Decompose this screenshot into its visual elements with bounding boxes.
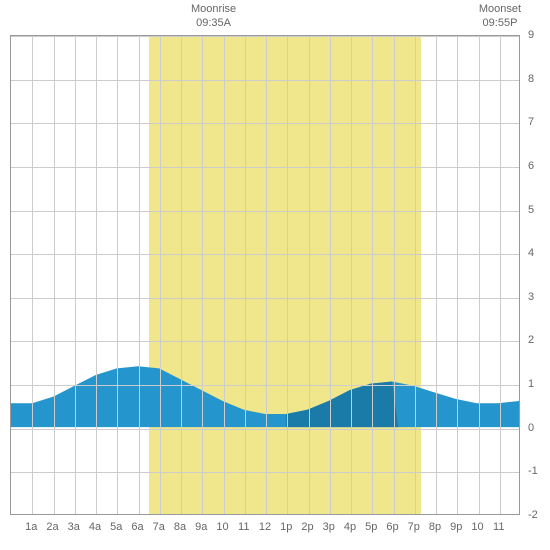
x-tick-label: 9a (195, 521, 207, 533)
grid-line-h (11, 80, 519, 81)
y-tick-label: 1 (528, 378, 534, 390)
moonrise-time: 09:35A (191, 16, 236, 30)
grid-line-h (11, 211, 519, 212)
grid-line-v (139, 36, 140, 514)
tide-area (11, 36, 519, 514)
x-tick-label: 1p (280, 521, 292, 533)
x-tick-label: 10 (471, 521, 483, 533)
y-tick-label: 0 (528, 422, 534, 434)
grid-line-v (415, 36, 416, 514)
x-tick-label: 7a (153, 521, 165, 533)
grid-line-v (181, 36, 182, 514)
grid-line-h (11, 385, 519, 386)
x-tick-label: 11 (493, 521, 504, 533)
x-tick-label: 2p (301, 521, 313, 533)
x-tick-label: 8p (429, 521, 441, 533)
grid-line-v (54, 36, 55, 514)
grid-line-v (117, 36, 118, 514)
grid-line-h (11, 123, 519, 124)
x-tick-label: 1a (25, 521, 37, 533)
grid-line-v (500, 36, 501, 514)
tide-fill (11, 366, 519, 427)
grid-line-h (11, 472, 519, 473)
y-tick-label: 2 (528, 334, 534, 346)
grid-line-h (11, 167, 519, 168)
tide-fill-dark (286, 381, 398, 427)
grid-line-v (96, 36, 97, 514)
grid-line-v (351, 36, 352, 514)
y-tick-label: 4 (528, 247, 534, 259)
moonrise-title: Moonrise (191, 2, 236, 16)
grid-line-v (224, 36, 225, 514)
grid-line-v (436, 36, 437, 514)
grid-line-h (11, 298, 519, 299)
x-tick-label: 5a (110, 521, 122, 533)
x-tick-label: 3a (68, 521, 80, 533)
moonset-label: Moonset 09:55P (479, 2, 521, 31)
grid-line-h (11, 254, 519, 255)
x-tick-label: 3p (323, 521, 335, 533)
x-tick-label: 4a (89, 521, 101, 533)
grid-line-v (457, 36, 458, 514)
grid-line-h (11, 429, 519, 430)
tide-chart: Moonrise 09:35A Moonset 09:55P 1a 2a 3a 4a 5… (0, 0, 550, 550)
x-tick-label: 12 (259, 521, 271, 533)
grid-line-h (11, 341, 519, 342)
x-tick-label: 5p (365, 521, 377, 533)
y-tick-label: 6 (528, 160, 534, 172)
y-tick-label: 7 (528, 116, 534, 128)
grid-line-v (32, 36, 33, 514)
moonset-title: Moonset (479, 2, 521, 16)
y-tick-label: 9 (528, 29, 534, 41)
x-tick-label: 2a (46, 521, 58, 533)
y-tick-label: 5 (528, 204, 534, 216)
moonset-time: 09:55P (479, 16, 521, 30)
x-tick-label: 11 (238, 521, 249, 533)
y-tick-label: -1 (528, 465, 538, 477)
x-tick-label: 8a (174, 521, 186, 533)
grid-line-v (372, 36, 373, 514)
grid-line-h (11, 36, 519, 37)
grid-line-v (287, 36, 288, 514)
x-tick-label: 6p (386, 521, 398, 533)
grid-line-v (479, 36, 480, 514)
grid-line-v (160, 36, 161, 514)
y-tick-label: 3 (528, 291, 534, 303)
x-tick-label: 7p (408, 521, 420, 533)
grid-line-v (202, 36, 203, 514)
grid-line-v (309, 36, 310, 514)
grid-line-v (394, 36, 395, 514)
x-tick-label: 10 (216, 521, 228, 533)
grid-line-v (330, 36, 331, 514)
moonrise-label: Moonrise 09:35A (191, 2, 236, 31)
plot-area (10, 35, 520, 515)
grid-line-v (245, 36, 246, 514)
grid-line-v (75, 36, 76, 514)
grid-line-v (266, 36, 267, 514)
y-tick-label: -2 (528, 509, 538, 521)
y-tick-label: 8 (528, 73, 534, 85)
x-tick-label: 6a (131, 521, 143, 533)
x-tick-label: 4p (344, 521, 356, 533)
x-tick-label: 9p (450, 521, 462, 533)
